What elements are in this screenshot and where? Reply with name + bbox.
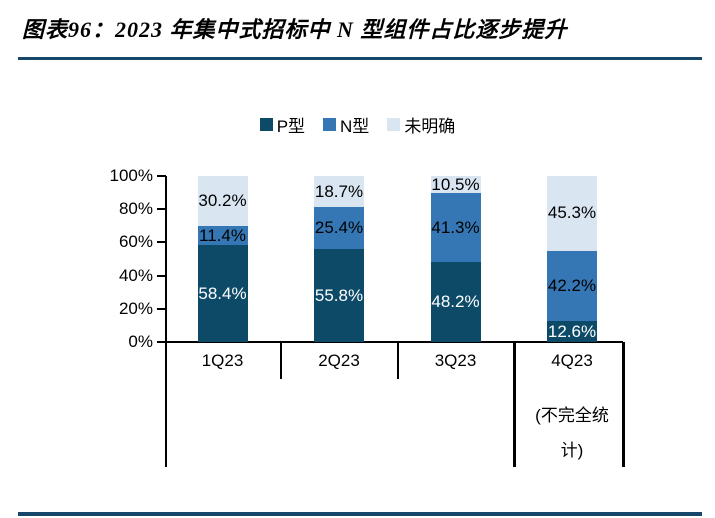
- bar-segment-P型: [547, 321, 597, 342]
- y-tick-label: 100%: [109, 166, 153, 185]
- bar-segment-未明确: [197, 176, 248, 227]
- bar-segment-N型: [547, 251, 597, 322]
- category-divider: [513, 342, 516, 467]
- category-divider: [397, 342, 399, 379]
- bar-4Q23: [547, 176, 597, 342]
- category-divider: [622, 342, 625, 467]
- bar-segment-P型: [314, 249, 364, 342]
- bar-segment-未明确: [547, 176, 597, 252]
- bar-value-label: 11.4%: [199, 225, 246, 245]
- y-tick-label: 0%: [128, 332, 153, 351]
- legend-swatch-icon: [323, 118, 337, 131]
- y-tick-label: 20%: [118, 298, 153, 318]
- footer-rule: [18, 512, 702, 516]
- bar-2Q23: [314, 176, 364, 342]
- bar-value-label: 30.2%: [198, 191, 247, 211]
- bar-segment-未明确: [430, 176, 481, 194]
- bar-value-label: 55.8%: [314, 285, 364, 305]
- title-underline: [18, 57, 702, 60]
- y-axis-tick: [157, 241, 166, 244]
- y-axis-tick: [157, 307, 166, 310]
- category-label: 4Q23: [551, 351, 593, 370]
- bar-value-label: 10.5%: [431, 174, 480, 194]
- bar-segment-P型: [430, 261, 481, 342]
- y-axis-line: [165, 176, 167, 467]
- y-tick-label: 40%: [118, 265, 153, 285]
- bar-segment-N型: [430, 193, 481, 262]
- legend-swatch-icon: [387, 118, 401, 131]
- bar-segment-P型: [197, 245, 248, 342]
- category-sublabel: (不完全统 计): [535, 406, 609, 460]
- x-axis-line: [157, 341, 623, 343]
- bar-value-label: 25.4%: [314, 218, 364, 238]
- category-label: 3Q23: [434, 351, 477, 370]
- bar-segment-未明确: [314, 176, 364, 208]
- bar-3Q23: [430, 176, 481, 342]
- bar-value-label: 48.2%: [431, 291, 480, 311]
- y-axis-tick: [157, 175, 166, 177]
- y-tick-label: 60%: [118, 232, 153, 252]
- legend-item: 未明确: [387, 112, 455, 137]
- y-axis-tick: [157, 208, 166, 211]
- bar-value-label: 58.4%: [198, 283, 247, 303]
- figure-title: 图表96：2023 年集中式招标中 N 型组件占比逐步提升: [22, 17, 568, 42]
- category-label: 2Q23: [318, 351, 360, 370]
- category-label: 1Q23: [201, 351, 244, 370]
- legend-swatch-icon: [259, 118, 273, 131]
- bar-value-label: 45.3%: [547, 203, 597, 223]
- bar-segment-N型: [197, 226, 248, 246]
- legend-item: N型: [323, 112, 369, 137]
- legend-item: P型: [259, 112, 306, 137]
- bar-1Q23: [197, 176, 248, 342]
- legend-label: N型: [340, 117, 370, 136]
- chart-legend: P型 N型 未明确: [0, 112, 715, 137]
- bar-value-label: 42.2%: [547, 276, 597, 296]
- bar-value-label: 18.7%: [314, 181, 364, 201]
- y-axis-tick: [157, 274, 166, 277]
- legend-label: 未明确: [404, 117, 456, 136]
- y-tick-label: 80%: [118, 199, 153, 219]
- bar-value-label: 12.6%: [547, 321, 597, 341]
- bar-value-label: 41.3%: [431, 217, 480, 237]
- legend-label: P型: [276, 117, 306, 136]
- bar-segment-N型: [314, 207, 364, 250]
- category-divider: [280, 342, 282, 379]
